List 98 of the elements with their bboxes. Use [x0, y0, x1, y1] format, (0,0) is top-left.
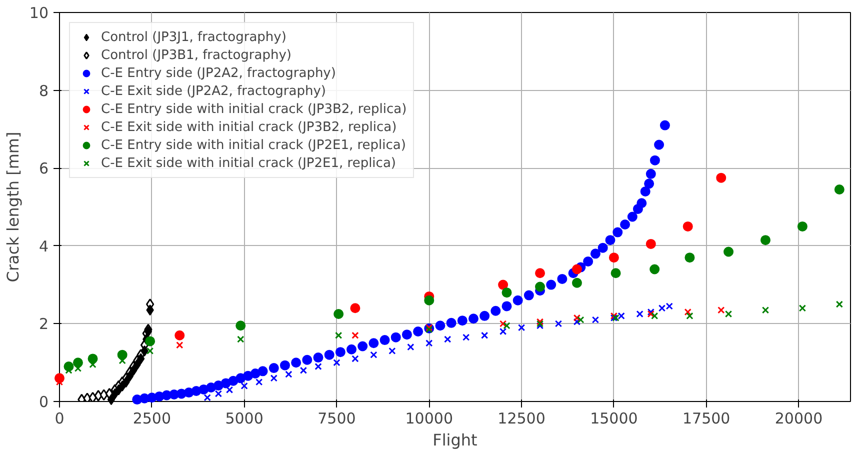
point [285, 370, 292, 378]
y-tick-label: 8 [38, 82, 49, 100]
point [724, 310, 732, 318]
point [572, 264, 582, 274]
point [370, 351, 378, 358]
x-tick-label: 5000 [225, 410, 264, 428]
point [480, 332, 488, 339]
point [83, 392, 92, 402]
point [72, 358, 83, 368]
point [718, 306, 725, 314]
point [760, 235, 770, 246]
point [646, 238, 656, 249]
x-tick-label: 0 [54, 410, 64, 428]
legend-label: C-E Entry side with initial crack (JP3B2, replica) [101, 101, 407, 117]
x-tick-label: 20000 [774, 410, 823, 428]
point [240, 382, 248, 390]
point [535, 268, 546, 278]
point [136, 353, 145, 364]
point [407, 343, 414, 351]
point [502, 288, 512, 298]
point [498, 280, 508, 290]
point [499, 320, 507, 328]
point [314, 362, 322, 370]
point [592, 316, 600, 324]
point [352, 332, 359, 339]
point [716, 172, 726, 183]
point [94, 390, 102, 402]
point [126, 370, 134, 382]
point [608, 252, 619, 263]
point [836, 300, 843, 308]
legend-label: Control (JP3B1, fractography) [101, 47, 292, 63]
point [350, 303, 360, 314]
point [577, 316, 584, 324]
legend-label: C-E Entry side with initial crack (JP2E1, replica) [101, 137, 406, 153]
y-tick-label: 2 [38, 315, 49, 334]
x-tick-label: 2500 [132, 410, 172, 428]
point [834, 184, 844, 194]
legend-label: Control (JP3J1, fractography) [101, 29, 286, 45]
y-axis-title: Crack length [mm] [3, 132, 22, 282]
point [686, 312, 694, 320]
point [650, 264, 660, 274]
point [333, 359, 340, 366]
x-tick-label: 12500 [498, 410, 546, 428]
x-tick-label: 7500 [318, 410, 356, 428]
x-tick-label: 15000 [590, 410, 638, 428]
x-tick-label: 17500 [682, 410, 730, 428]
legend-label: C-E Exit side (JP2A2, fractography) [101, 83, 326, 99]
point [573, 314, 581, 322]
point [270, 374, 278, 382]
point [300, 366, 308, 374]
point [176, 342, 184, 349]
y-tick-label: 10 [29, 4, 49, 22]
point [462, 334, 470, 341]
x-axis-title: Flight [432, 430, 478, 450]
point [145, 336, 156, 346]
point [88, 392, 97, 402]
point [236, 320, 246, 331]
point [88, 354, 98, 364]
point [518, 324, 526, 332]
point [554, 320, 562, 328]
x-tick-label: 10000 [405, 410, 453, 428]
point [572, 278, 582, 288]
point [684, 252, 695, 263]
point [573, 318, 581, 326]
point [797, 221, 808, 232]
point [636, 310, 644, 318]
point [107, 394, 116, 406]
y-tick-label: 4 [38, 237, 49, 256]
point [424, 295, 434, 306]
point [426, 340, 433, 347]
point [651, 312, 658, 320]
y-tick-label: 0 [38, 393, 49, 411]
point [503, 322, 510, 330]
point [444, 336, 452, 343]
point [682, 221, 693, 232]
legend-label: C-E Exit side with initial crack (JP2E1, replica) [101, 155, 396, 171]
point [352, 355, 359, 362]
point [334, 308, 344, 319]
point [610, 268, 621, 278]
point [798, 304, 806, 312]
point [146, 347, 154, 355]
point [535, 282, 546, 292]
point [174, 330, 185, 340]
y-tick-label: 6 [38, 160, 49, 178]
point [100, 389, 108, 401]
point [334, 332, 342, 339]
point [237, 336, 244, 343]
point [388, 347, 396, 355]
point [684, 308, 692, 316]
point [226, 386, 234, 394]
point [256, 378, 263, 386]
point [762, 306, 770, 314]
point [724, 246, 734, 257]
legend-label: C-E Entry side (JP2A2, fractography) [101, 65, 336, 81]
point [499, 328, 507, 336]
point [214, 390, 222, 398]
legend-label: C-E Exit side with initial crack (JP3B2, replica) [101, 119, 397, 135]
point [204, 394, 211, 402]
